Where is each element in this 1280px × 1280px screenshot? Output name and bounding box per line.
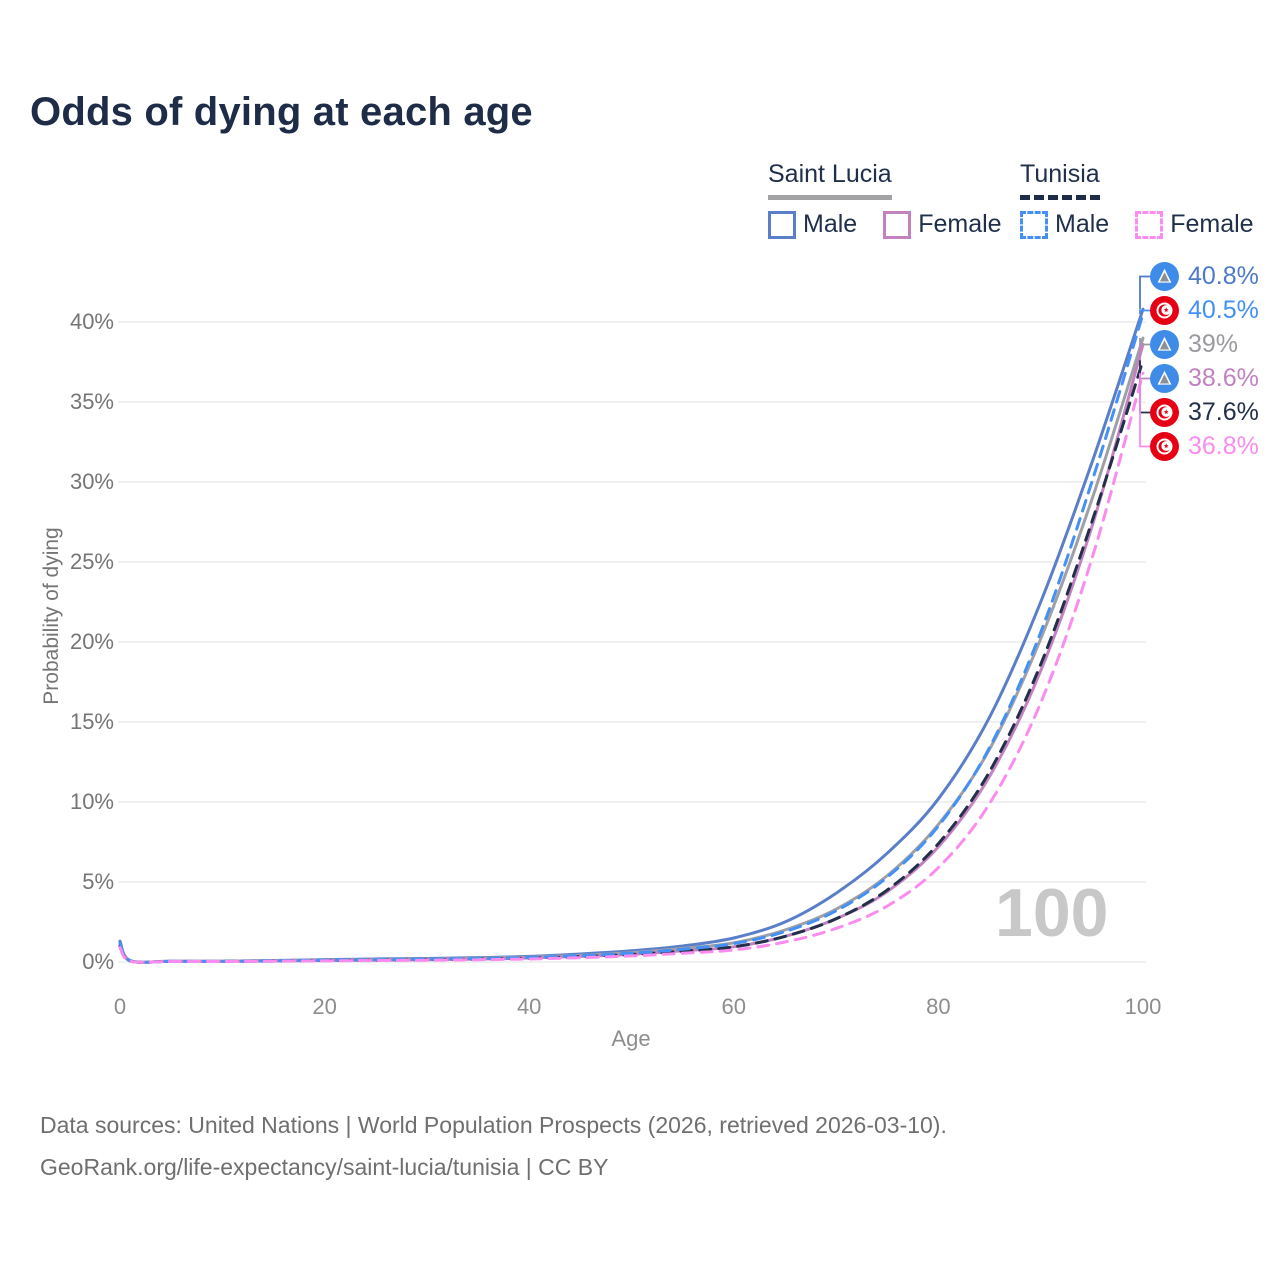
series-line-saint-lucia-both-sexes [118,336,1145,964]
series-line-tunisia-female [118,371,1145,964]
tunisia-flag-icon [1150,398,1179,427]
y-tick-label: 15% [69,709,114,734]
footer-line-sources: Data sources: United Nations | World Pop… [40,1112,947,1138]
end-label-tunisia-both: 37.6% [1150,398,1259,427]
dashed-line-swatch-icon [1020,210,1048,239]
x-tick-label: 20 [312,994,337,1019]
y-tick-label: 30% [69,469,114,494]
series-line-tunisia-both-sexes [118,358,1145,964]
y-axis-title: Probability of dying [40,527,63,705]
end-label-value: 39% [1188,330,1239,358]
end-label-value: 40.5% [1188,296,1259,324]
legend-item-saint-lucia-female[interactable]: Female [883,210,1002,239]
end-label-value: 38.6% [1188,364,1259,392]
legend-row: Male Female [768,210,1002,239]
saint-lucia-flag-icon [1150,262,1179,291]
series-line-saint-lucia-female [118,342,1145,964]
y-tick-label: 35% [69,389,114,414]
page-title: Odds of dying at each age [30,90,533,134]
end-label-value: 37.6% [1188,398,1259,426]
y-tick-label: 10% [69,789,114,814]
legend-row: Male Female [1020,210,1254,239]
x-tick-label: 100 [1124,994,1162,1019]
series-line-saint-lucia-male [118,307,1145,964]
end-label-value: 40.8% [1188,262,1259,290]
solid-line-swatch-icon [768,210,796,239]
series-end-labels: 40.8% 40.5% 39% 38.6% [1150,262,1259,466]
legend-item-label: Male [803,210,858,238]
y-tick-label: 25% [69,549,114,574]
legend-item-label: Female [1170,210,1254,238]
age-counter-watermark: 100 [995,875,1109,951]
legend-item-tunisia-female[interactable]: Female [1135,210,1254,239]
legend-item-tunisia-male[interactable]: Male [1020,210,1109,239]
x-tick-label: 40 [516,994,542,1019]
y-tick-label: 0% [82,949,114,974]
dashed-line-swatch-icon [1135,210,1164,239]
end-label-value: 36.8% [1188,432,1259,460]
legend-group-saint-lucia: Saint Lucia Male Female [768,160,1002,239]
saint-lucia-flag-icon [1150,364,1179,393]
tunisia-flag-icon [1150,432,1179,461]
end-label-tunisia-female: 36.8% [1150,432,1259,461]
end-label-tunisia-male: 40.5% [1150,296,1259,325]
tunisia-flag-icon [1150,296,1179,325]
x-tick-label: 60 [721,994,747,1019]
legend-item-label: Male [1055,210,1110,238]
data-source-footer: Data sources: United Nations | World Pop… [40,1104,947,1188]
solid-line-swatch-icon [883,210,912,239]
legend-item-saint-lucia-male[interactable]: Male [768,210,857,239]
legend-item-label: Female [918,210,1002,238]
x-tick-label: 0 [113,994,127,1019]
end-label-saint-lucia-both: 39% [1150,330,1259,359]
series-line-tunisia-male [118,312,1145,964]
legend-country-saint-lucia[interactable]: Saint Lucia [768,160,892,200]
y-tick-label: 20% [69,629,114,654]
footer-line-attribution: GeoRank.org/life-expectancy/saint-lucia/… [40,1154,609,1180]
saint-lucia-flag-icon [1150,330,1179,359]
y-tick-label: 5% [82,869,114,894]
y-tick-label: 40% [69,309,114,334]
legend-country-tunisia[interactable]: Tunisia [1020,160,1100,200]
x-tick-label: 80 [926,994,951,1019]
end-label-saint-lucia-male: 40.8% [1150,262,1259,291]
legend-group-tunisia: Tunisia Male Female [1020,160,1254,239]
end-label-saint-lucia-female: 38.6% [1150,364,1259,393]
x-axis-title: Age [611,1026,651,1051]
